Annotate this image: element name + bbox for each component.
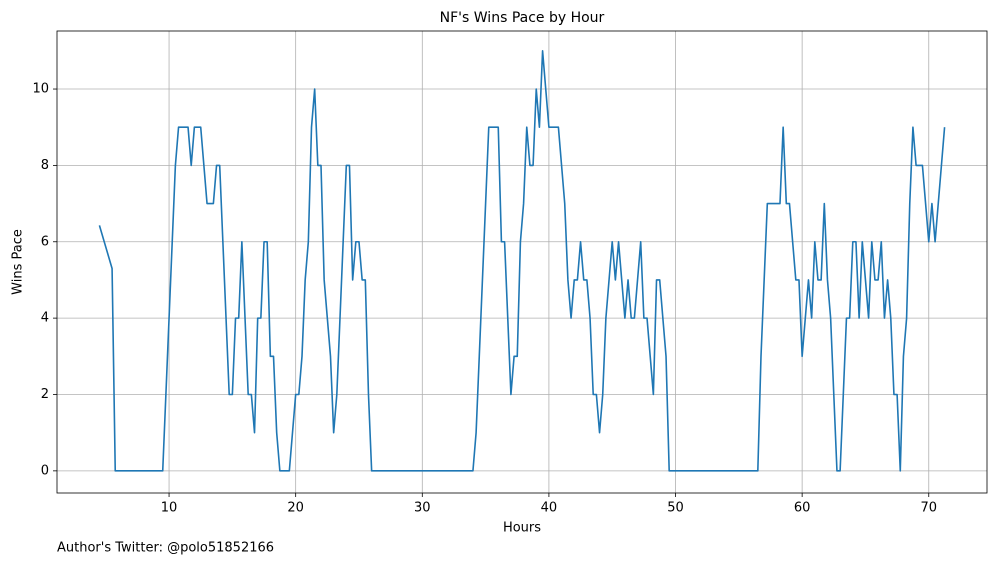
x-tick-label: 30 [414, 501, 431, 516]
y-tick-label: 10 [32, 82, 49, 97]
y-tick-label: 6 [41, 234, 49, 249]
y-tick-label: 8 [41, 158, 49, 173]
y-tick-label: 2 [41, 387, 49, 402]
chart-title: NF's Wins Pace by Hour [440, 10, 605, 26]
y-tick-label: 4 [41, 311, 49, 326]
x-tick-label: 70 [920, 501, 937, 516]
x-axis-label: Hours [503, 521, 541, 536]
x-tick-label: 60 [794, 501, 811, 516]
y-axis-label: Wins Pace [11, 229, 26, 295]
plot-frame [56, 30, 988, 494]
annotation: Author's Twitter: @polo51852166 [57, 541, 274, 556]
x-tick-label: 50 [667, 501, 684, 516]
x-tick-label: 40 [541, 501, 558, 516]
x-tick-label: 20 [287, 501, 304, 516]
y-tick-label: 0 [41, 463, 49, 478]
data-line [98, 50, 946, 472]
x-tick-label: 10 [161, 501, 178, 516]
